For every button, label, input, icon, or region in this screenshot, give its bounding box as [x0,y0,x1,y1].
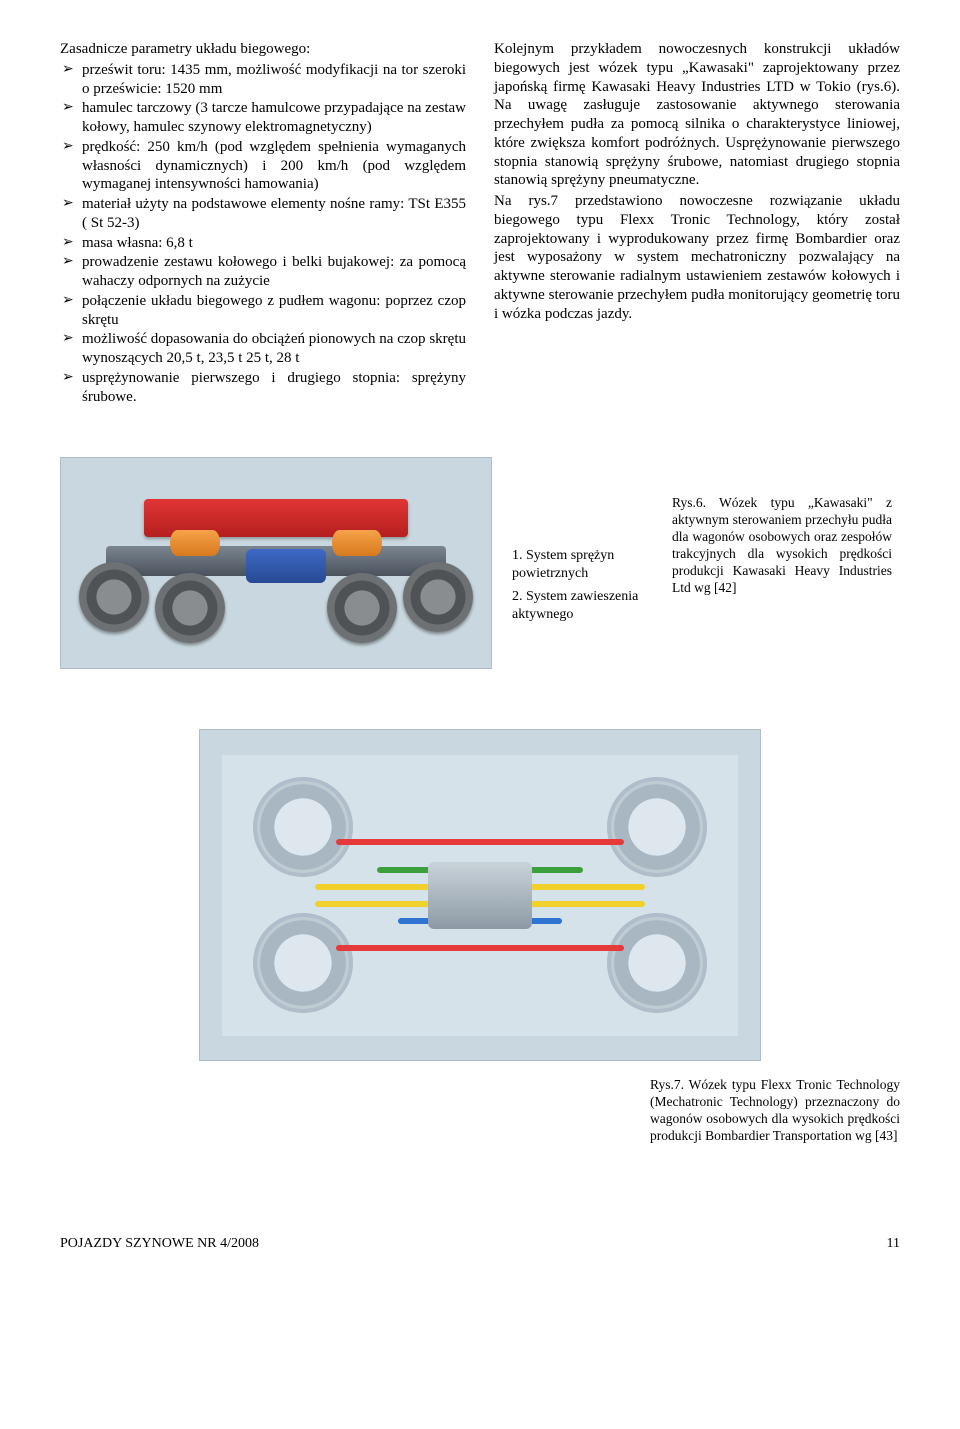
wheel-icon [327,573,397,643]
list-item: materiał użyty na podstawowe elementy no… [60,195,466,233]
bogie-illustration [87,486,465,644]
bogie-illustration [222,755,737,1036]
motor-block [246,549,326,583]
text-columns: Zasadnicze parametry układu biegowego: p… [60,40,900,407]
list-item: prędkość: 250 km/h (pod względem spełnie… [60,138,466,194]
center-block [428,862,531,929]
pipe [336,839,625,845]
wheel-icon [607,777,707,877]
figure-7-block: Rys.7. Wózek typu Flexx Tronic Technolog… [60,729,900,1145]
list-item: usprężynowanie pierwszego i drugiego sto… [60,369,466,407]
figure-7-image [199,729,761,1061]
paragraph: Na rys.7 przedstawiono nowoczesne rozwią… [494,192,900,323]
list-item: hamulec tarczowy (3 tarcze hamulcowe prz… [60,99,466,137]
figure-6-caption: Rys.6. Wózek typu „Kawasaki" z aktywnym … [672,457,892,596]
list-item: masa własna: 6,8 t [60,234,466,253]
paragraph: Kolejnym przykładem nowoczesnych konstru… [494,40,900,190]
list-item: prześwit toru: 1435 mm, możliwość modyfi… [60,61,466,99]
wheel-icon [607,913,707,1013]
spring-pad [332,530,382,556]
spring-pad [170,530,220,556]
figure-7-caption: Rys.7. Wózek typu Flexx Tronic Technolog… [650,1077,900,1145]
wheel-icon [403,562,473,632]
footer-page-number: 11 [887,1235,900,1253]
footer-journal: POJAZDY SZYNOWE NR 4/2008 [60,1235,259,1253]
list-item: prowadzenie zestawu kołowego i belki buj… [60,253,466,291]
page-footer: POJAZDY SZYNOWE NR 4/2008 11 [60,1235,900,1253]
figure-6-image [60,457,492,669]
figure-6-block: 1. System sprężyn powietrznych 2. System… [60,457,900,669]
right-column: Kolejnym przykładem nowoczesnych konstru… [494,40,900,407]
pipe [336,945,625,951]
legend-item: 2. System zawieszenia aktywnego [512,588,652,623]
figure-6-legend: 1. System sprężyn powietrznych 2. System… [512,457,652,629]
wheel-icon [79,562,149,632]
legend-item: 1. System sprężyn powietrznych [512,547,652,582]
page: Zasadnicze parametry układu biegowego: p… [60,40,900,1252]
left-column: Zasadnicze parametry układu biegowego: p… [60,40,466,407]
wheel-icon [253,777,353,877]
wheel-icon [155,573,225,643]
wheel-icon [253,913,353,1013]
list-item: możliwość dopasowania do obciążeń pionow… [60,330,466,368]
list-item: połączenie układu biegowego z pudłem wag… [60,292,466,330]
intro-line: Zasadnicze parametry układu biegowego: [60,40,466,59]
param-list: prześwit toru: 1435 mm, możliwość modyfi… [60,61,466,407]
